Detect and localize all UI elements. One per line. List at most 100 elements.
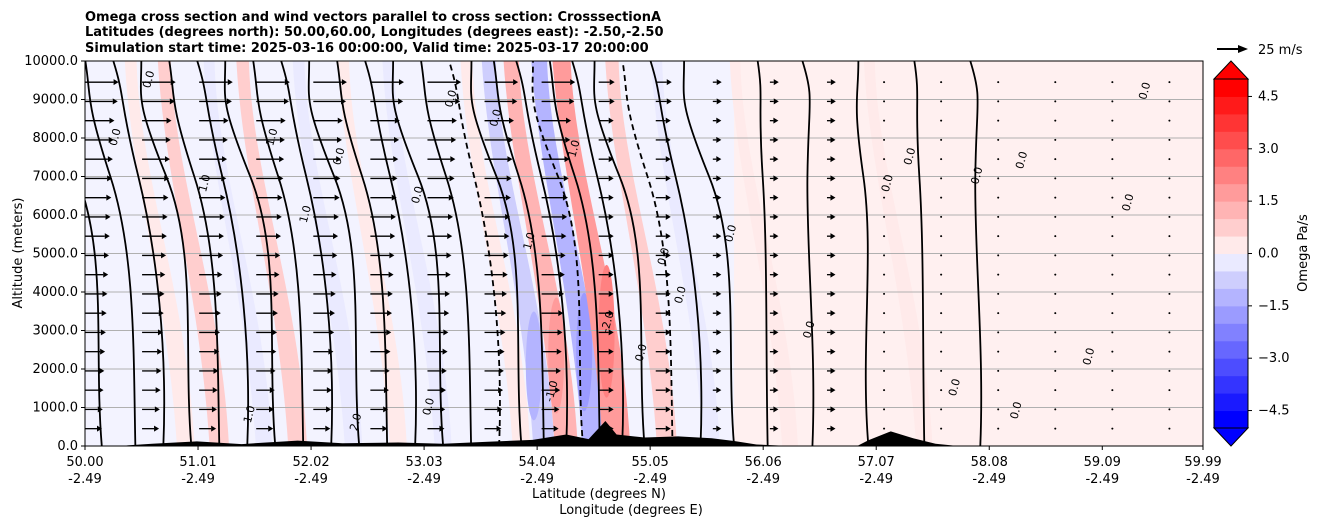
wind-vector-head bbox=[559, 290, 565, 297]
wind-vector bbox=[883, 100, 886, 103]
y-tick-label: 6000.0 bbox=[33, 208, 79, 223]
wind-vector-head bbox=[608, 175, 614, 182]
wind-vector-head bbox=[390, 233, 396, 240]
omega-contour bbox=[139, 61, 193, 446]
contour-label: 0.0 bbox=[672, 285, 689, 305]
contour-label: 0.0 bbox=[1080, 346, 1097, 366]
wind-vector bbox=[1168, 427, 1171, 430]
wind-vector-head bbox=[334, 194, 340, 201]
x-tick-label-longitude: -2.49 bbox=[1085, 472, 1119, 487]
wind-vector-head bbox=[341, 79, 347, 86]
wind-vector-head bbox=[391, 194, 397, 201]
x-tick-label-longitude: -2.49 bbox=[859, 472, 893, 487]
colorbar-tick-label: 3.0 bbox=[1258, 142, 1279, 157]
wind-vector-head bbox=[773, 213, 779, 220]
omega-contour bbox=[307, 61, 361, 446]
colorbar-segment bbox=[1214, 183, 1248, 202]
wind-vector-head bbox=[505, 194, 511, 201]
wind-vector bbox=[1111, 100, 1114, 103]
x-tick-label-latitude: 58.08 bbox=[971, 455, 1008, 470]
wind-vector-head bbox=[278, 175, 284, 182]
contour-label: 0.0 bbox=[487, 108, 504, 128]
wind-vector-head bbox=[100, 329, 106, 336]
contour-label: 1.0 bbox=[521, 231, 538, 251]
x-tick-label-longitude: -2.49 bbox=[972, 472, 1006, 487]
x-tick-label-latitude: 59.09 bbox=[1084, 455, 1121, 470]
wind-vector bbox=[1054, 177, 1057, 180]
wind-vector-head bbox=[553, 425, 559, 432]
wind-vector bbox=[883, 427, 886, 430]
wind-vector bbox=[940, 369, 943, 372]
wind-vectors bbox=[85, 79, 1171, 432]
omega-core bbox=[525, 311, 542, 421]
wind-vector-head bbox=[830, 194, 836, 201]
colorbar-segment bbox=[1214, 358, 1248, 377]
wind-vector-head bbox=[382, 425, 388, 432]
wind-vector-head bbox=[508, 117, 514, 124]
wind-vector-head bbox=[159, 290, 165, 297]
wind-vector-head bbox=[104, 252, 109, 259]
wind-vector-head bbox=[385, 348, 391, 355]
chart-title: Omega cross section and wind vectors par… bbox=[85, 10, 664, 56]
wind-vector-head bbox=[716, 367, 722, 374]
wind-vector-head bbox=[214, 348, 220, 355]
wind-vector-head bbox=[608, 233, 614, 240]
wind-vector-head bbox=[501, 290, 507, 297]
wind-vector-head bbox=[154, 406, 160, 413]
wind-vector-head bbox=[102, 290, 108, 297]
wind-vector bbox=[1111, 331, 1114, 334]
wind-vector-head bbox=[608, 310, 614, 317]
x-tick-label-latitude: 54.04 bbox=[519, 455, 556, 470]
wind-vector-head bbox=[271, 348, 277, 355]
wind-vector-head bbox=[441, 367, 447, 374]
colorbar-segment bbox=[1214, 166, 1248, 185]
title-line-1: Omega cross section and wind vectors par… bbox=[85, 10, 661, 25]
wind-vector bbox=[883, 215, 886, 218]
wind-vector-head bbox=[455, 98, 461, 105]
x-tick-label-latitude: 51.01 bbox=[179, 455, 216, 470]
wind-vector bbox=[940, 100, 943, 103]
wind-vector-head bbox=[608, 387, 614, 394]
wind-vector-head bbox=[213, 367, 219, 374]
colorbar-tick-label: 4.5 bbox=[1258, 89, 1279, 104]
wind-vector-head bbox=[830, 310, 836, 317]
wind-vector-head bbox=[555, 387, 561, 394]
omega-contour bbox=[801, 61, 815, 446]
wind-vector-head bbox=[337, 117, 343, 124]
wind-vector bbox=[1054, 235, 1057, 238]
wind-vector bbox=[1054, 254, 1057, 257]
wind-vector-head bbox=[211, 406, 217, 413]
wind-vector-head bbox=[387, 290, 393, 297]
omega-contour bbox=[280, 61, 333, 446]
wind-vector-head bbox=[164, 175, 170, 182]
wind-vector-head bbox=[773, 271, 779, 278]
wind-vector-head bbox=[275, 252, 281, 259]
wind-vector-head bbox=[442, 348, 448, 355]
wind-vector-head bbox=[830, 387, 836, 394]
wind-vector-head bbox=[554, 406, 560, 413]
x-axis-label-longitude: Longitude (degrees E) bbox=[559, 503, 703, 518]
wind-vector-head bbox=[609, 79, 615, 86]
wind-vector-head bbox=[503, 252, 509, 259]
wind-vector-head bbox=[162, 213, 168, 220]
wind-vector-head bbox=[665, 367, 671, 374]
colorbar-segment bbox=[1214, 148, 1248, 167]
wind-vector-head bbox=[608, 329, 614, 336]
wind-vector-head bbox=[218, 233, 224, 240]
wind-vector bbox=[997, 331, 1000, 334]
wind-vector bbox=[883, 196, 886, 199]
wind-vector-head bbox=[608, 367, 614, 374]
wind-vector-head bbox=[99, 367, 105, 374]
wind-vector-head bbox=[773, 156, 779, 163]
wind-vector bbox=[997, 427, 1000, 430]
wind-vector bbox=[1111, 369, 1114, 372]
wind-vector-head bbox=[279, 156, 285, 163]
grid-lines bbox=[85, 99, 1203, 408]
contour-label: 0.0 bbox=[1136, 81, 1153, 101]
contour-label: 0.0 bbox=[1119, 192, 1136, 212]
wind-vector bbox=[940, 81, 943, 84]
wind-vector-head bbox=[330, 290, 336, 297]
wind-vector-head bbox=[441, 387, 447, 394]
wind-vector-head bbox=[226, 98, 232, 105]
